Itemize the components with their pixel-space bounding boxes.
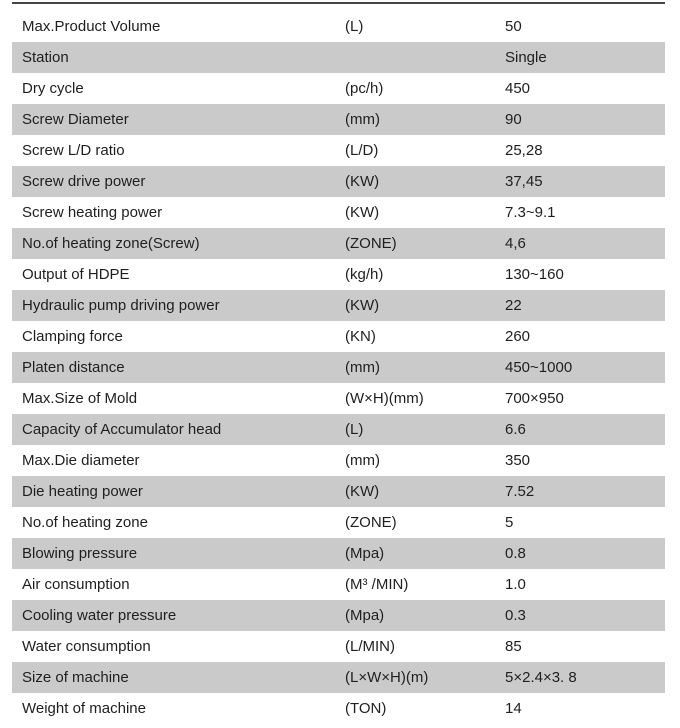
value-cell: 0.8	[505, 545, 526, 562]
unit-cell: (mm)	[345, 359, 380, 376]
parameter-cell: Dry cycle	[22, 80, 84, 97]
parameter-cell: Screw L/D ratio	[22, 142, 125, 159]
parameter-cell: Hydraulic pump driving power	[22, 297, 220, 314]
value-cell: 5×2.4×3. 8	[505, 669, 577, 686]
unit-cell: (L/D)	[345, 142, 379, 159]
value-cell: 130~160	[505, 266, 564, 283]
parameter-cell: Max.Product Volume	[22, 18, 161, 35]
value-cell: 50	[505, 18, 522, 35]
table-row: Capacity of Accumulator head (L) 6.6	[12, 414, 665, 445]
unit-cell: (kg/h)	[345, 266, 384, 283]
parameter-cell: Die heating power	[22, 483, 143, 500]
parameter-cell: Capacity of Accumulator head	[22, 421, 222, 438]
parameter-cell: Size of machine	[22, 669, 129, 686]
table-row: Platen distance (mm) 450~1000	[12, 352, 665, 383]
table-row: Cooling water pressure (Mpa) 0.3	[12, 600, 665, 631]
parameter-cell: Max.Die diameter	[22, 452, 140, 469]
parameter-cell: Air consumption	[22, 576, 130, 593]
unit-cell: (L×W×H)(m)	[345, 669, 429, 686]
parameter-cell: Clamping force	[22, 328, 123, 345]
unit-cell: (KW)	[345, 297, 380, 314]
value-cell: 350	[505, 452, 531, 469]
unit-cell: (mm)	[345, 452, 380, 469]
unit-cell: (M³ /MIN)	[345, 576, 409, 593]
table-row: Weight of machine (TON) 14	[12, 693, 665, 724]
spec-table: Max.Product Volume (L) 50 Station Single Dry …	[12, 2, 665, 724]
table-row: Blowing pressure (Mpa) 0.8	[12, 538, 665, 569]
value-cell: 450	[505, 80, 531, 97]
table-row: No.of heating zone (ZONE) 5	[12, 507, 665, 538]
value-cell: 0.3	[505, 607, 526, 624]
parameter-cell: Station	[22, 49, 69, 66]
unit-cell: (W×H)(mm)	[345, 390, 424, 407]
value-cell: 90	[505, 111, 522, 128]
parameter-cell: No.of heating zone	[22, 514, 148, 531]
unit-cell: (L)	[345, 421, 364, 438]
unit-cell: (pc/h)	[345, 80, 384, 97]
table-row: Screw Diameter (mm) 90	[12, 104, 665, 135]
value-cell: 37,45	[505, 173, 543, 190]
unit-cell: (KW)	[345, 204, 380, 221]
parameter-cell: Cooling water pressure	[22, 607, 177, 624]
value-cell: 700×950	[505, 390, 564, 407]
table-row: Clamping force (KN) 260	[12, 321, 665, 352]
table-row: Output of HDPE (kg/h) 130~160	[12, 259, 665, 290]
unit-cell: (Mpa)	[345, 545, 385, 562]
value-cell: Single	[505, 49, 547, 66]
table-row: Water consumption (L/MIN) 85	[12, 631, 665, 662]
value-cell: 85	[505, 638, 522, 655]
table-row: Die heating power (KW) 7.52	[12, 476, 665, 507]
value-cell: 1.0	[505, 576, 526, 593]
value-cell: 6.6	[505, 421, 526, 438]
parameter-cell: Screw Diameter	[22, 111, 129, 128]
table-row: Air consumption (M³ /MIN) 1.0	[12, 569, 665, 600]
table-row: Screw drive power (KW) 37,45	[12, 166, 665, 197]
value-cell: 260	[505, 328, 531, 345]
unit-cell: (Mpa)	[345, 607, 385, 624]
table-row: Size of machine (L×W×H)(m) 5×2.4×3. 8	[12, 662, 665, 693]
parameter-cell: Platen distance	[22, 359, 125, 376]
value-cell: 450~1000	[505, 359, 573, 376]
value-cell: 7.3~9.1	[505, 204, 556, 221]
unit-cell: (KW)	[345, 483, 380, 500]
table-row: Screw heating power (KW) 7.3~9.1	[12, 197, 665, 228]
table-row: Max.Die diameter (mm) 350	[12, 445, 665, 476]
parameter-cell: Output of HDPE	[22, 266, 130, 283]
table-row: Dry cycle (pc/h) 450	[12, 73, 665, 104]
parameter-cell: Screw drive power	[22, 173, 146, 190]
unit-cell: (TON)	[345, 700, 387, 717]
unit-cell: (KN)	[345, 328, 376, 345]
table-row: Max.Size of Mold (W×H)(mm) 700×950	[12, 383, 665, 414]
table-row: Max.Product Volume (L) 50	[12, 11, 665, 42]
unit-cell: (KW)	[345, 173, 380, 190]
parameter-cell: Weight of machine	[22, 700, 146, 717]
parameter-cell: No.of heating zone(Screw)	[22, 235, 200, 252]
table-row: No.of heating zone(Screw) (ZONE) 4,6	[12, 228, 665, 259]
parameter-cell: Blowing pressure	[22, 545, 138, 562]
value-cell: 5	[505, 514, 514, 531]
table-row: Hydraulic pump driving power (KW) 22	[12, 290, 665, 321]
parameter-cell: Screw heating power	[22, 204, 163, 221]
unit-cell: (L/MIN)	[345, 638, 395, 655]
value-cell: 22	[505, 297, 522, 314]
table-row: Screw L/D ratio (L/D) 25,28	[12, 135, 665, 166]
unit-cell: (mm)	[345, 111, 380, 128]
parameter-cell: Water consumption	[22, 638, 151, 655]
table-row: Station Single	[12, 42, 665, 73]
unit-cell: (ZONE)	[345, 514, 397, 531]
unit-cell: (ZONE)	[345, 235, 397, 252]
parameter-cell: Max.Size of Mold	[22, 390, 138, 407]
value-cell: 25,28	[505, 142, 543, 159]
value-cell: 7.52	[505, 483, 535, 500]
value-cell: 14	[505, 700, 522, 717]
value-cell: 4,6	[505, 235, 526, 252]
unit-cell: (L)	[345, 18, 364, 35]
